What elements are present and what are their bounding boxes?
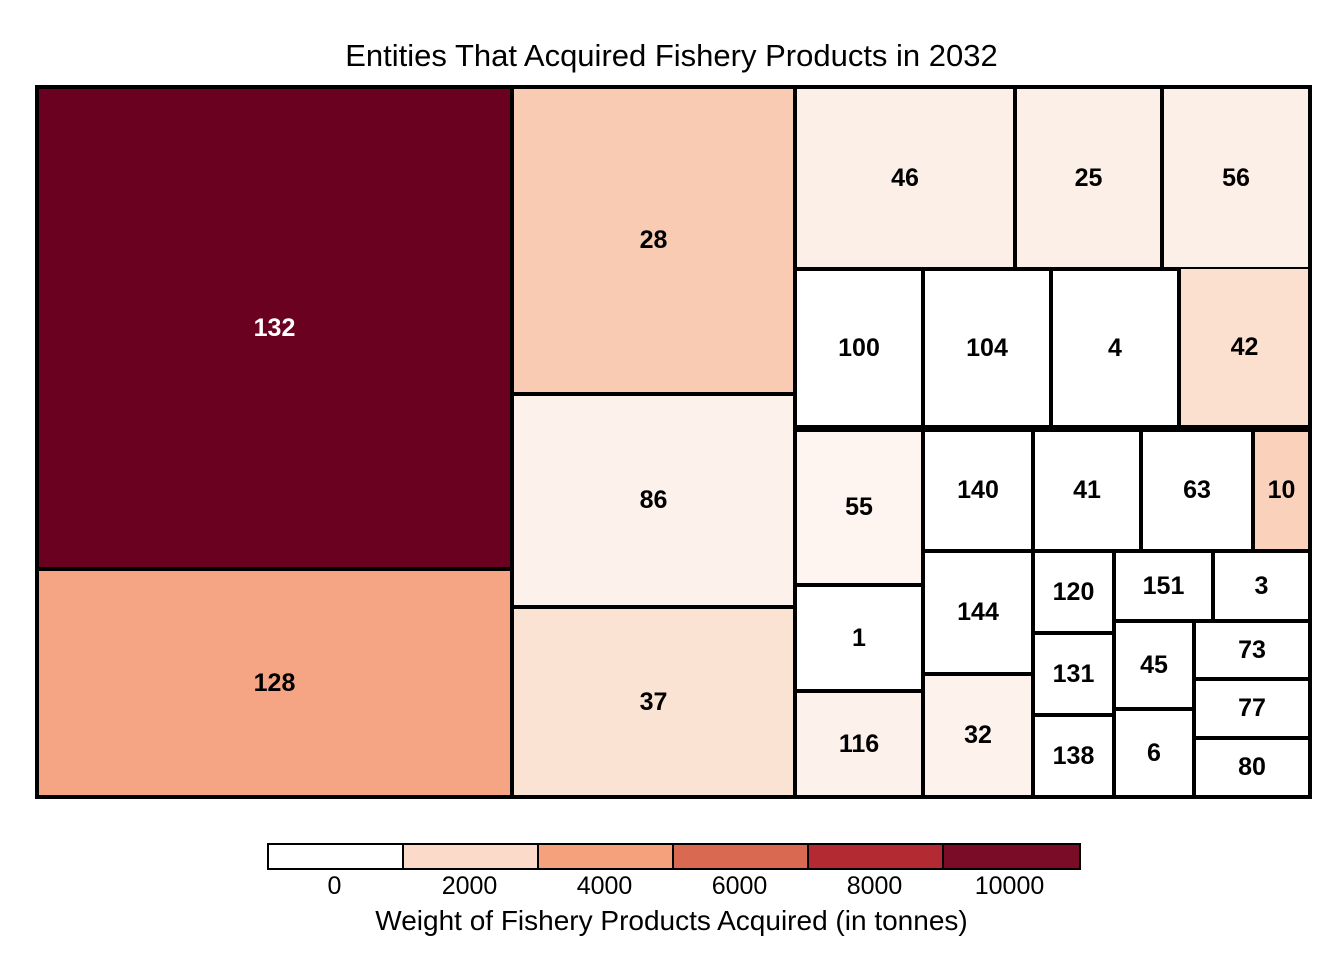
treemap-cell-label: 100 xyxy=(838,333,880,362)
treemap-cell-label: 131 xyxy=(1052,659,1095,688)
treemap-cell-label: 104 xyxy=(966,333,1008,362)
legend-tick-label: 6000 xyxy=(711,872,768,900)
treemap-cell: 151 xyxy=(1114,551,1213,621)
legend-ticks: 0 2000 4000 6000 8000 10000 xyxy=(267,872,1077,901)
treemap-cell: 3 xyxy=(1213,551,1310,621)
treemap-cell: 77 xyxy=(1194,679,1310,738)
treemap-cell: 73 xyxy=(1194,621,1310,679)
treemap-cell: 138 xyxy=(1033,715,1114,797)
treemap-cell-label: 1 xyxy=(852,623,866,652)
legend-swatch xyxy=(539,845,674,868)
treemap-cell-label: 120 xyxy=(1052,577,1095,606)
treemap-cell: 42 xyxy=(1179,267,1310,427)
treemap-cell-label: 41 xyxy=(1073,476,1101,504)
treemap-cell: 104 xyxy=(923,269,1051,427)
treemap-cell-label: 132 xyxy=(253,313,296,342)
treemap-cell-label: 25 xyxy=(1074,163,1103,192)
treemap-cell: 4 xyxy=(1051,269,1179,427)
treemap-cell-label: 86 xyxy=(639,486,668,514)
legend-swatch xyxy=(674,845,809,868)
treemap-cell: 100 xyxy=(795,269,923,427)
treemap-cell: 80 xyxy=(1194,738,1310,797)
treemap-cell-label: 37 xyxy=(639,687,668,716)
treemap-cell-label: 28 xyxy=(639,226,668,254)
treemap-cell: 10 xyxy=(1253,430,1310,551)
legend-tick-label: 10000 xyxy=(974,872,1045,900)
treemap-cell-label: 63 xyxy=(1183,476,1211,504)
treemap-cell: 45 xyxy=(1114,621,1194,709)
legend-swatch xyxy=(269,845,404,868)
treemap-cell: 86 xyxy=(512,394,795,607)
legend-swatch xyxy=(809,845,944,868)
treemap-cell: 46 xyxy=(795,87,1015,269)
treemap-cell-label: 80 xyxy=(1238,753,1266,781)
treemap-cell-label: 55 xyxy=(845,493,873,521)
treemap-cell: 140 xyxy=(923,430,1033,551)
legend-tick-label: 0 xyxy=(327,872,342,900)
legend-tick-label: 4000 xyxy=(576,872,633,900)
treemap-cell-label: 4 xyxy=(1108,333,1122,362)
treemap-cell-label: 46 xyxy=(891,163,919,192)
treemap-cell: 37 xyxy=(512,607,795,797)
legend-swatches xyxy=(267,843,1081,870)
treemap-cell-label: 128 xyxy=(253,668,296,697)
treemap-cell: 144 xyxy=(923,551,1033,674)
treemap-cell-label: 144 xyxy=(957,598,999,626)
legend-swatch xyxy=(944,845,1079,868)
treemap-cell: 28 xyxy=(512,87,795,394)
treemap-cell-label: 151 xyxy=(1142,571,1185,600)
treemap-cell-label: 3 xyxy=(1254,571,1269,600)
treemap-cell: 116 xyxy=(795,691,923,797)
treemap-cell: 120 xyxy=(1033,551,1114,633)
legend-swatch xyxy=(404,845,539,868)
legend-title: Weight of Fishery Products Acquired (in … xyxy=(375,905,968,936)
treemap-cell-label: 56 xyxy=(1222,163,1250,192)
treemap-cell-label: 116 xyxy=(838,729,880,758)
treemap-cell-label: 32 xyxy=(964,721,992,749)
treemap-cell-label: 45 xyxy=(1140,650,1168,679)
treemap-cell: 55 xyxy=(795,430,923,585)
treemap-cell: 41 xyxy=(1033,430,1141,551)
treemap-cell-label: 10 xyxy=(1267,476,1296,504)
treemap-cell: 25 xyxy=(1015,87,1162,269)
treemap-cell-label: 73 xyxy=(1238,635,1266,664)
treemap-cell: 63 xyxy=(1141,430,1253,551)
treemap-cell: 32 xyxy=(923,674,1033,797)
treemap-cell-label: 77 xyxy=(1238,694,1266,722)
treemap-cell-label: 42 xyxy=(1230,332,1259,361)
treemap-cell-label: 6 xyxy=(1147,738,1161,767)
treemap-cell-label: 138 xyxy=(1052,741,1095,770)
treemap-cell: 132 xyxy=(37,87,512,569)
treemap: 132 128 28 86 37 46 25 56 100 104 4 42 55 140 41 63 10 1 1… xyxy=(35,85,1312,799)
treemap-cell: 1 xyxy=(795,585,923,691)
legend-tick-label: 2000 xyxy=(441,872,498,900)
treemap-cell: 131 xyxy=(1033,633,1114,715)
chart-title: Entities That Acquired Fishery Products … xyxy=(345,38,998,73)
treemap-cell: 6 xyxy=(1114,709,1194,797)
legend-tick-label: 8000 xyxy=(846,872,903,900)
treemap-cell-label: 140 xyxy=(957,476,999,504)
treemap-cell: 128 xyxy=(37,569,512,797)
treemap-cell: 56 xyxy=(1162,87,1310,269)
